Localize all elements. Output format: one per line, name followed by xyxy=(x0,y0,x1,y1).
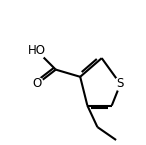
Text: S: S xyxy=(117,77,124,90)
Circle shape xyxy=(31,78,44,90)
Circle shape xyxy=(28,42,46,60)
Circle shape xyxy=(114,78,127,90)
Text: O: O xyxy=(32,77,42,90)
Text: HO: HO xyxy=(28,45,46,57)
